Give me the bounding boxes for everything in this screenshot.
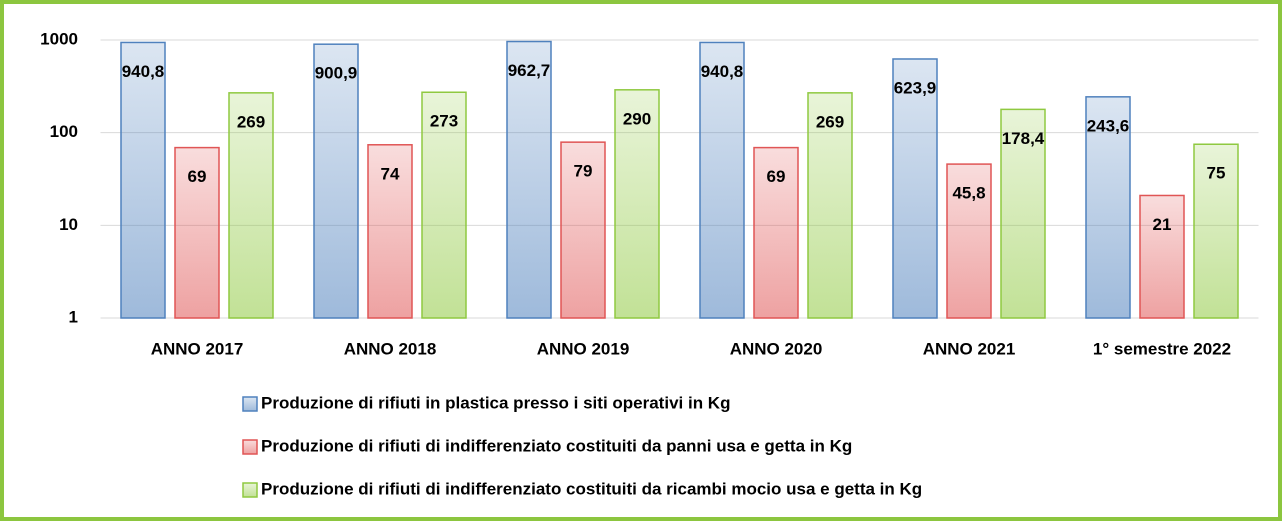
bar xyxy=(174,146,220,319)
bar xyxy=(1000,108,1046,319)
bar xyxy=(421,91,467,319)
x-tick-label: ANNO 2019 xyxy=(537,339,630,358)
data-label: 243,6 xyxy=(1087,116,1130,135)
data-label: 69 xyxy=(188,167,207,186)
x-tick-label: 1° semestre 2022 xyxy=(1093,339,1231,358)
data-label: 962,7 xyxy=(508,61,551,80)
bar xyxy=(560,141,606,319)
legend-label: Produzione di rifiuti di indifferenziato… xyxy=(261,436,852,455)
data-label: 79 xyxy=(574,162,593,181)
bar xyxy=(614,89,660,319)
bar xyxy=(367,144,413,319)
legend-label: Produzione di rifiuti in plastica presso… xyxy=(261,393,730,412)
data-label: 45,8 xyxy=(952,184,985,203)
bar xyxy=(120,41,166,319)
bar xyxy=(1139,194,1185,319)
bar xyxy=(228,92,274,319)
bar xyxy=(506,40,552,319)
y-tick-label: 100 xyxy=(50,122,78,141)
data-label: 940,8 xyxy=(122,62,165,81)
bar xyxy=(753,146,799,319)
x-tick-label: ANNO 2021 xyxy=(923,339,1016,358)
data-label: 69 xyxy=(767,167,786,186)
y-tick-label: 1000 xyxy=(40,29,78,48)
data-label: 623,9 xyxy=(894,78,937,97)
y-tick-label: 10 xyxy=(59,215,78,234)
bar xyxy=(892,58,938,319)
legend-label: Produzione di rifiuti di indifferenziato… xyxy=(261,479,922,498)
data-label: 21 xyxy=(1153,215,1172,234)
data-label: 273 xyxy=(430,112,458,131)
bar xyxy=(807,92,853,319)
bar xyxy=(1085,96,1131,319)
bar xyxy=(1193,143,1239,319)
data-label: 290 xyxy=(623,109,651,128)
x-tick-label: ANNO 2018 xyxy=(344,339,437,358)
data-label: 269 xyxy=(237,112,265,131)
bar xyxy=(313,43,359,319)
data-label: 900,9 xyxy=(315,64,358,83)
bar xyxy=(946,163,992,319)
data-label: 269 xyxy=(816,112,844,131)
data-label: 75 xyxy=(1207,164,1226,183)
x-tick-label: ANNO 2020 xyxy=(730,339,823,358)
data-label: 74 xyxy=(381,164,400,183)
legend-swatch xyxy=(242,439,258,455)
bar xyxy=(699,41,745,319)
data-label: 178,4 xyxy=(1002,129,1045,148)
y-tick-label: 1 xyxy=(69,307,78,326)
legend-swatch xyxy=(242,482,258,498)
x-tick-label: ANNO 2017 xyxy=(151,339,244,358)
data-label: 940,8 xyxy=(701,62,744,81)
legend-swatch xyxy=(242,396,258,412)
